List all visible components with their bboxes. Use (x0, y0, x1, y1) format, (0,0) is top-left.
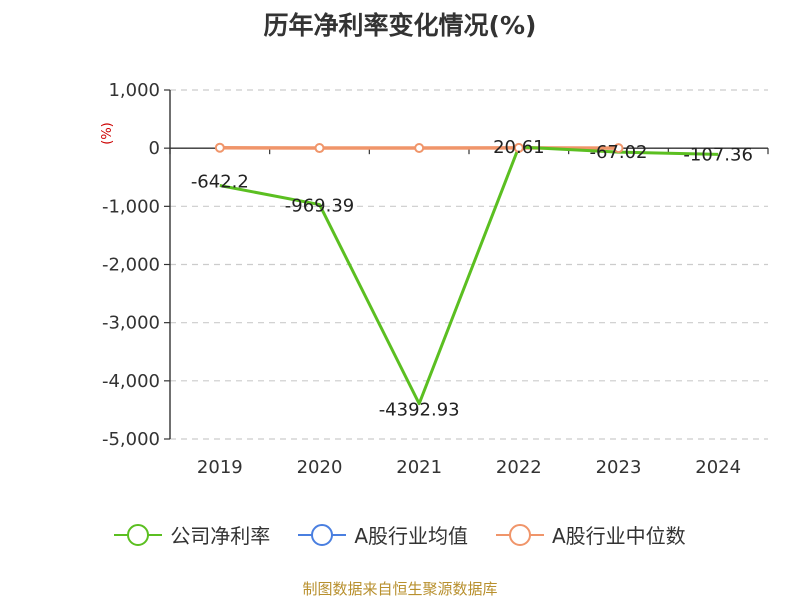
data-label: -969.39 (285, 196, 354, 217)
data-label: -107.36 (683, 144, 752, 165)
median-point (414, 142, 425, 153)
series-points (214, 142, 624, 154)
legend-label-industry-mean: A股行业均值 (354, 524, 468, 548)
x-tick-label: 2022 (496, 457, 542, 478)
x-tick-label: 2024 (695, 457, 741, 478)
legend-item-company[interactable]: 公司净利率 (114, 520, 270, 549)
median-point (214, 142, 225, 153)
y-tick-label: -2,000 (102, 255, 160, 276)
legend-swatch-industry-mean (298, 523, 347, 547)
data-label: -67.02 (589, 142, 647, 163)
legend-label-company: 公司净利率 (170, 524, 271, 548)
legend-swatch-industry-median (496, 523, 544, 547)
x-tick-label: 2023 (596, 457, 642, 478)
legend-item-industry-median[interactable]: A股行业中位数 (496, 520, 686, 549)
legend-swatch-company (114, 523, 163, 547)
y-tick-label: -3,000 (102, 313, 160, 334)
y-tick-labels: 1,000 0 -1,000 -2,000 -3,000 -4,000 -5,000 (102, 80, 160, 450)
x-tick-label: 2019 (197, 457, 243, 478)
grid-lines (170, 89, 768, 440)
data-label: -642.2 (191, 172, 249, 193)
median-point (613, 143, 624, 154)
line-chart: 1,000 0 -1,000 -2,000 -3,000 -4,000 -5,000 201… (102, 80, 769, 478)
median-point (513, 142, 524, 153)
data-label: 20.61 (493, 137, 545, 158)
legend-label-industry-median: A股行业中位数 (552, 524, 686, 548)
data-source: 制图数据来自恒生聚源数据库 (302, 580, 498, 598)
data-labels: -642.2 -969.39 -4392.93 20.61 -67.02 -107.36 (191, 137, 753, 421)
y-tick-label: -5,000 (102, 429, 160, 450)
y-tick-label: -4,000 (102, 371, 160, 392)
x-tick-label: 2021 (396, 457, 442, 478)
series-line-0 (219, 145, 719, 406)
x-tick-labels: 2019 2020 2021 2022 2023 2024 (197, 457, 741, 478)
y-tick-label: 1,000 (108, 80, 160, 101)
legend: 公司净利率 A股行业均值 A股行业中位数 (0, 520, 800, 549)
data-label: -4392.93 (379, 400, 460, 421)
chart-title: 历年净利率变化情况(%) (263, 11, 537, 40)
series-lines (219, 145, 719, 406)
y-tick-label: 0 (149, 138, 160, 159)
median-point (314, 143, 325, 154)
y-tick-label: -1,000 (102, 196, 160, 217)
legend-item-industry-mean[interactable]: A股行业均值 (298, 520, 468, 549)
x-tick-label: 2020 (297, 457, 343, 478)
